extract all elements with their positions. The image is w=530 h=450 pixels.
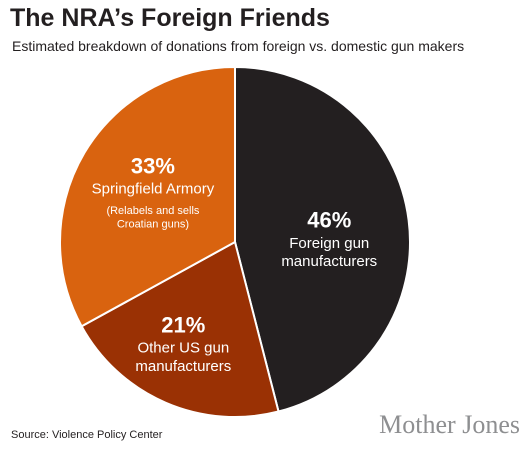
pie-slice-1: [234, 65, 411, 413]
pie-slice-3: [59, 65, 236, 328]
brand-logo: Mother Jones: [379, 410, 520, 439]
slice-value-label: 21%: [161, 313, 205, 338]
slice-category-label: Springfield Armory: [92, 180, 215, 197]
chart-title: The NRA’s Foreign Friends: [10, 4, 330, 32]
slice-category-label: Other US gun: [137, 340, 229, 357]
source-note: Source: Violence Policy Center: [11, 429, 163, 441]
slice-value-label: 46%: [307, 208, 351, 233]
slice-note-label: Croatian guns): [117, 218, 189, 230]
slice-category-label: Foreign gun: [289, 235, 369, 252]
slice-category-label: manufacturers: [135, 358, 231, 375]
slice-category-label: manufacturers: [281, 253, 377, 270]
chart-subtitle: Estimated breakdown of donations from fo…: [12, 38, 465, 54]
slice-value-label: 33%: [131, 153, 175, 178]
pie-slice-2: [80, 240, 280, 418]
slice-note-label: (Relabels and sells: [106, 205, 199, 217]
